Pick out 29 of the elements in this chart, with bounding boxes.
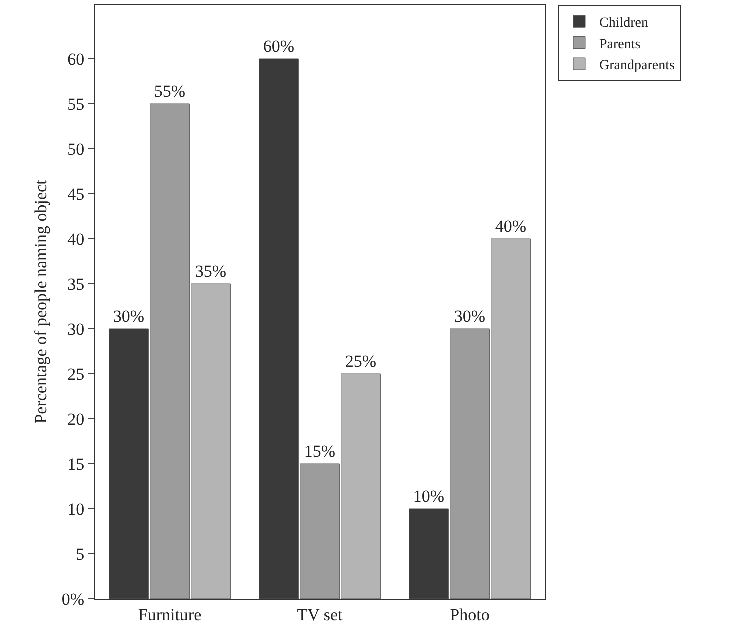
y-tick-label: 20	[68, 410, 85, 429]
y-tick-label: 55	[68, 94, 85, 114]
y-tick-label: 45	[68, 184, 85, 204]
legend-label: Children	[600, 16, 648, 32]
legend-label: Grandparents	[600, 58, 675, 74]
data-label: 15%	[304, 442, 336, 461]
y-axis-title: Percentage of people naming object	[31, 180, 50, 424]
y-tick-label: 10	[68, 500, 85, 519]
y-tick-label: 60	[68, 50, 85, 69]
data-label: 30%	[454, 307, 486, 326]
data-label: 60%	[263, 37, 295, 56]
y-tick-label: 25	[68, 364, 85, 384]
x-tick-label: Photo	[450, 605, 490, 624]
data-label: 10%	[413, 487, 445, 506]
y-tick-label: 15	[68, 454, 85, 474]
x-tick-label: TV set	[297, 605, 344, 624]
y-tick-label: 40	[68, 230, 85, 249]
data-label: 55%	[154, 82, 186, 101]
y-tick-label: 0%	[62, 590, 85, 609]
data-label: 35%	[195, 262, 227, 281]
y-tick-label: 30	[68, 320, 85, 339]
x-tick-label: Furniture	[138, 605, 202, 624]
y-tick-label: 5	[76, 544, 85, 564]
data-label: 40%	[495, 217, 527, 236]
data-label: 25%	[345, 352, 377, 371]
legend-label: Parents	[600, 37, 641, 52]
data-label: 30%	[113, 307, 145, 326]
y-tick-label: 50	[68, 140, 85, 159]
y-tick-label: 35	[68, 274, 85, 294]
